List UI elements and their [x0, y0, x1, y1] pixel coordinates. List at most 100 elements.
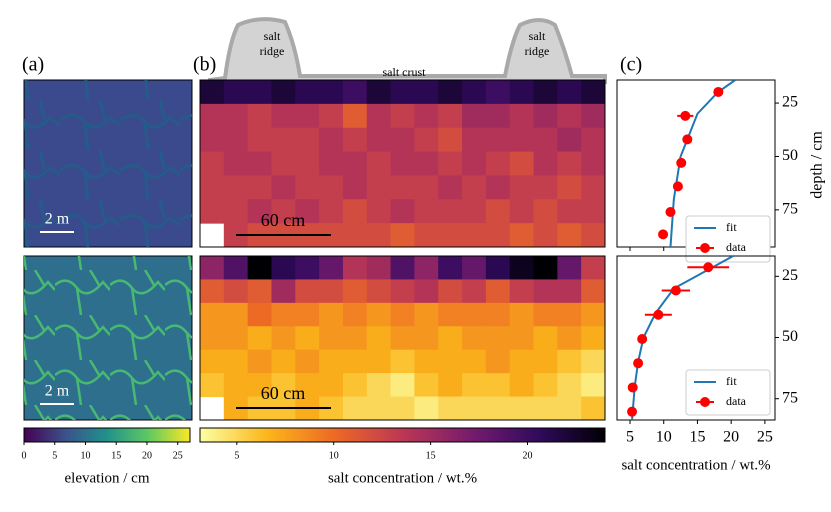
heatmap-cell: [223, 373, 249, 398]
heatmap-cell: [223, 326, 249, 351]
heatmap-cell: [509, 326, 535, 351]
heatmap-cell: [366, 302, 392, 327]
heatmap-cell: [462, 326, 487, 351]
heatmap-cell: [438, 326, 463, 351]
heatmap-cell: [271, 103, 296, 129]
heatmap-cell: [295, 103, 320, 129]
heatmap-cell: [271, 199, 296, 224]
heatmap-cell: [342, 127, 368, 153]
heatmap-cell: [581, 396, 606, 421]
heatmap-cell: [295, 373, 320, 398]
heatmap-cell: [271, 151, 296, 176]
heatmap-cell: [390, 326, 415, 351]
scale-bar-label: 60 cm: [261, 210, 306, 230]
heatmap-frame: [199, 79, 606, 248]
heatmap-cell: [390, 151, 415, 176]
elevation-texture: [24, 256, 192, 420]
heatmap-cell: [414, 151, 439, 176]
heatmap-cell: [390, 80, 415, 105]
colorbar: [199, 427, 606, 443]
heatmap-cell: [414, 199, 439, 224]
heatmap-cell: [366, 199, 392, 224]
heatmap-cell: [414, 279, 439, 304]
heatmap-cell: [485, 199, 511, 224]
heatmap-cell: [366, 349, 392, 374]
heatmap-cell: [390, 373, 415, 398]
heatmap-cell: [223, 302, 249, 327]
heatmap-cell: [223, 175, 249, 200]
heatmap-cell: [295, 349, 320, 374]
heatmap-cell: [366, 279, 392, 304]
heatmap-cell: [295, 279, 320, 304]
heatmap-cell: [509, 127, 535, 153]
heatmap-cell: [319, 396, 344, 421]
heatmap-cell: [485, 127, 511, 153]
heatmap-cell: [462, 223, 487, 248]
heatmap-cell: [390, 127, 415, 153]
heatmap-cell: [581, 279, 606, 304]
colorbar-tick-label: 5: [52, 450, 57, 461]
heatmap-cell: [271, 302, 296, 327]
heatmap-cell: [462, 279, 487, 304]
heatmap-cell: [533, 175, 558, 200]
data-point: [676, 157, 687, 168]
heatmap-cell: [200, 349, 225, 374]
heatmap-cell: [581, 199, 606, 224]
heatmap-cell: [247, 279, 272, 304]
heatmap-cell: [271, 80, 296, 105]
data-point: [637, 333, 648, 344]
heatmap-cell: [485, 302, 511, 327]
heatmap-cell: [533, 127, 558, 153]
heatmap-cell: [200, 302, 225, 327]
colorbar-label: salt concentration / wt.%: [328, 470, 477, 486]
heatmap-cell: [295, 326, 320, 351]
colorbar-tick-label: 20: [142, 450, 152, 461]
heatmap-cell: [438, 373, 463, 398]
heatmap-cell: [581, 349, 606, 374]
annotation: ridge: [260, 44, 285, 58]
annotation: salt crust: [383, 65, 427, 79]
heatmap-cell: [390, 175, 415, 200]
heatmap-cell: [509, 223, 535, 248]
heatmap-cell: [295, 151, 320, 176]
heatmap-cell: [319, 279, 344, 304]
heatmap-cell: [438, 103, 463, 129]
annotation: salt: [264, 29, 281, 43]
heatmap-cell: [319, 326, 344, 351]
heatmap-cell: [462, 199, 487, 224]
x-tick-label: 5: [626, 429, 634, 446]
legend-label: data: [726, 394, 747, 408]
colorbar-tick-label: 10: [329, 450, 339, 461]
heatmap-cell: [247, 127, 272, 153]
heatmap-cell: [533, 199, 558, 224]
heatmap-cell: [223, 103, 249, 129]
heatmap-cell: [319, 151, 344, 176]
heatmap-cell: [557, 103, 582, 129]
heatmap-cell: [414, 326, 439, 351]
heatmap-cell: [533, 279, 558, 304]
heatmap-cell: [247, 326, 272, 351]
heatmap-cell: [319, 80, 344, 105]
panel-label: (a): [22, 54, 44, 76]
data-point: [633, 358, 644, 369]
heatmap-cell: [390, 349, 415, 374]
heatmap-cell: [485, 279, 511, 304]
heatmap-cell: [200, 326, 225, 351]
heatmap-cell: [319, 302, 344, 327]
heatmap-cell: [533, 151, 558, 176]
heatmap-cell: [390, 396, 415, 421]
heatmap-cell: [533, 256, 558, 280]
heatmap-cell: [557, 175, 582, 200]
heatmap-cell: [509, 279, 535, 304]
colorbar-tick-label: 25: [173, 450, 183, 461]
heatmap-cell: [247, 103, 272, 129]
data-point: [627, 382, 638, 393]
heatmap-cell: [200, 279, 225, 304]
heatmap-cell: [438, 279, 463, 304]
heatmap-cell: [200, 127, 225, 153]
colorbar: [23, 427, 191, 443]
heatmap-cell: [390, 199, 415, 224]
heatmap-cell: [557, 349, 582, 374]
heatmap-cell: [342, 80, 368, 105]
heatmap-cell: [462, 103, 487, 129]
